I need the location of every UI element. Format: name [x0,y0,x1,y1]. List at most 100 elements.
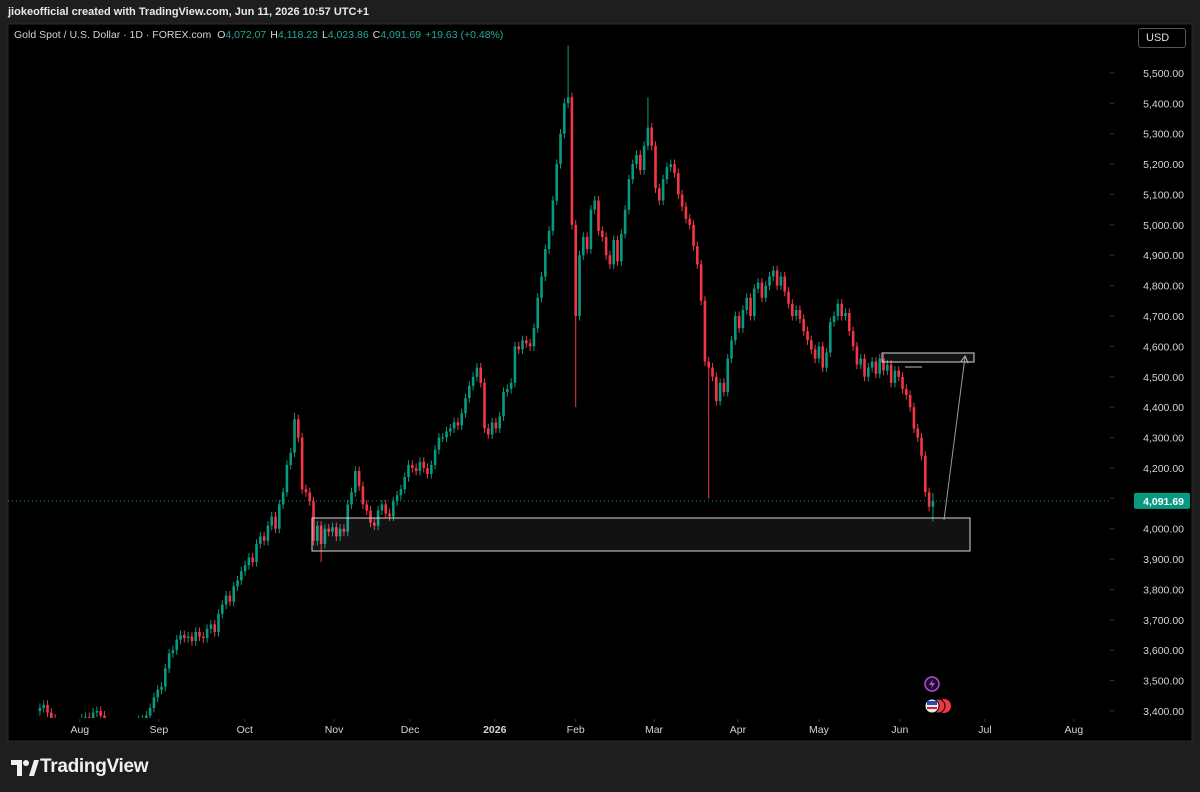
candle-body [658,188,661,201]
candle-body [832,316,836,323]
candle-body [734,316,737,341]
candle-body [251,557,255,563]
candle-body [718,382,722,402]
candle-body [198,632,201,637]
candle-body [490,422,494,435]
candle-body [183,635,186,639]
candle-body [817,346,821,359]
candle-body [787,291,790,304]
candle-body [897,370,901,377]
candle-body [42,704,46,708]
candle-body [433,449,437,465]
candle-body [228,595,232,602]
candle-body [308,492,312,502]
candle-body [266,525,270,541]
candle-body [278,504,281,529]
candle-body [540,276,543,298]
candle-body [745,297,749,310]
candle-body [517,346,521,350]
candle-body [502,391,505,417]
candle-body [190,636,194,642]
candle-body [867,367,870,377]
candle-body [692,224,695,247]
candle-body [175,639,179,651]
candle-body [715,376,718,402]
candle-body [829,322,832,353]
candle-body [604,237,608,256]
candle-body [639,154,642,171]
target-rectangle[interactable] [881,352,975,363]
candle-body [506,388,509,392]
candle-body [513,346,517,383]
x-tick-label: Dec [401,724,420,736]
candle-body [688,218,692,225]
candle-body [426,467,429,475]
candle-body [319,525,323,544]
candle-body [582,237,585,256]
y-tick-label: 5,400.00 [1143,98,1184,110]
candle-body [316,525,319,541]
candle-body [810,340,813,350]
candle-body [361,486,365,505]
candle-body [589,209,593,250]
candle-body [707,361,711,368]
candle-body [354,470,357,493]
candle-body [152,697,156,708]
quote-value: 4,023.86 [327,29,369,41]
candle-body [323,528,327,544]
currency-button[interactable]: USD [1138,28,1186,48]
candle-body [479,367,483,383]
candle-body [597,200,600,231]
candle-body [654,145,657,189]
candle-body [441,437,445,439]
candle-body [350,492,353,505]
candle-body [840,303,844,317]
top-bar: jiokeofficial created with TradingView.c… [0,0,1200,24]
candle-body [821,346,825,368]
candle-body [145,715,148,718]
candle-body [369,510,372,523]
candle-body [882,358,885,371]
candle-body [88,717,91,718]
y-tick-label: 4,700.00 [1143,311,1184,323]
candle-body [779,276,783,286]
candle-body [281,492,285,505]
candle-body [844,312,847,317]
candle-body [179,635,182,640]
quote-value: 4,091.69 [380,29,422,41]
candle-body [232,586,236,602]
candle-body [878,358,882,374]
candle-body [224,595,228,605]
zone-rectangle[interactable] [311,517,971,552]
y-tick-label: 3,800.00 [1143,584,1184,596]
candle-body [91,712,95,718]
y-tick-label: 4,000.00 [1143,524,1184,536]
last-price-label: 4,091.69 [1143,496,1184,508]
candle-body [768,276,771,286]
candle-body [931,500,935,507]
candle-body [247,557,251,566]
y-tick-label: 4,500.00 [1143,372,1184,384]
candle-body [760,282,764,298]
candle-body [422,461,426,468]
candle-body [578,255,581,317]
candle-body [665,167,669,180]
candle-body [327,528,331,532]
candle-body [802,319,806,332]
price-axis: 3,400.00 3,500.00 3,600.00 3,700.00 3,800.00… [1110,68,1184,718]
candle-body [646,127,650,146]
candle-body [388,513,391,517]
candle-body [905,388,908,396]
candle-body [186,636,190,639]
y-tick-label: 3,600.00 [1143,645,1184,657]
candle-body [194,632,198,642]
arrow[interactable] [943,357,965,521]
flag-part [927,707,937,709]
candle-body [650,127,654,146]
last-price-box [1134,492,1190,509]
candle-body [916,428,920,438]
footer: TradingView [0,742,1200,792]
candle-body [399,489,403,496]
y-tick-label: 3,700.00 [1143,615,1184,627]
candle-body [566,97,570,104]
